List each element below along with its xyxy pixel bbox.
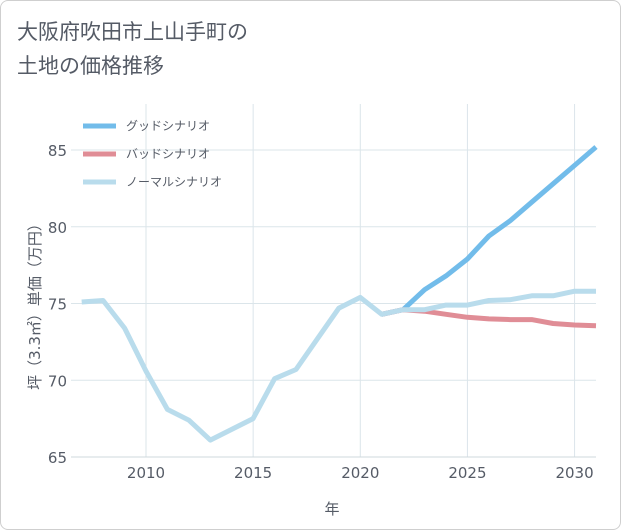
y-tick-label-85: 85 bbox=[48, 142, 67, 160]
legend-label-3: ノーマルシナリオ bbox=[126, 175, 222, 189]
series-lines bbox=[81, 145, 598, 443]
x-tick-label-2015: 2015 bbox=[234, 464, 272, 482]
tick-labels: 2010 2015 2020 2025 2030 65 70 75 80 85 bbox=[48, 142, 594, 482]
x-tick-label-2020: 2020 bbox=[341, 464, 379, 482]
x-tick-label-2010: 2010 bbox=[127, 464, 165, 482]
y-tick-label-75: 75 bbox=[48, 296, 67, 314]
legend-label-2: バッドシナリオ bbox=[126, 147, 210, 161]
x-axis-label: 年 bbox=[324, 500, 339, 518]
x-tick-label-2030: 2030 bbox=[555, 464, 593, 482]
y-tick-label-65: 65 bbox=[48, 449, 67, 467]
x-tick-label-2025: 2025 bbox=[448, 464, 486, 482]
y-tick-label-80: 80 bbox=[48, 219, 67, 237]
grid bbox=[71, 104, 596, 458]
y-tick-label-70: 70 bbox=[48, 372, 67, 390]
y-axis-label: 坪（3.3㎡）単価（万円） bbox=[26, 216, 44, 390]
series-line-3 bbox=[81, 288, 596, 443]
chart-title: 大阪府吹田市上山手町の 土地の価格推移 bbox=[17, 20, 248, 78]
legend-label-1: グッドシナリオ bbox=[126, 119, 210, 133]
series-line-1 bbox=[381, 145, 598, 317]
